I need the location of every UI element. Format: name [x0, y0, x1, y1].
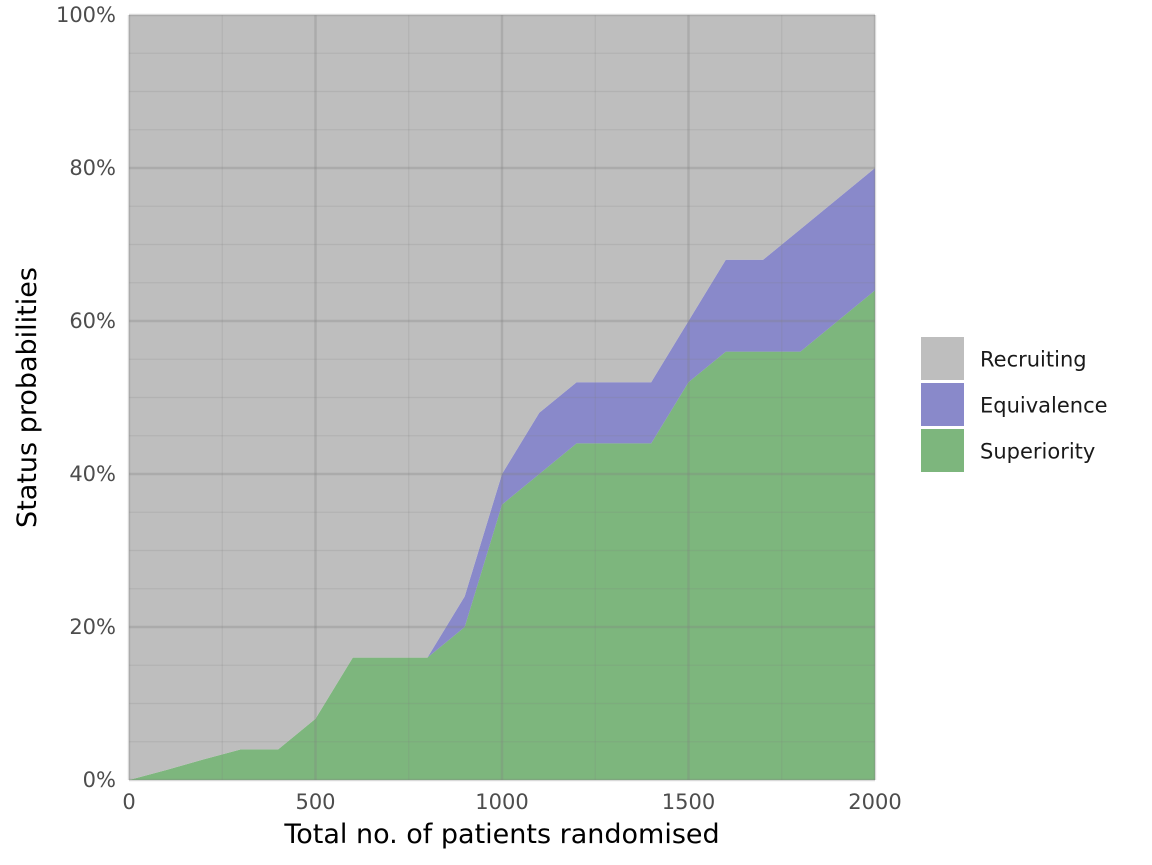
legend-label-superiority: Superiority: [980, 440, 1095, 464]
legend-label-equivalence: Equivalence: [980, 394, 1108, 418]
y-tick-label: 60%: [69, 309, 116, 333]
x-axis-ticks: 0 500 1000 1500 2000: [122, 790, 901, 814]
y-tick-label: 100%: [56, 3, 116, 27]
y-tick-label: 0%: [83, 768, 116, 792]
y-axis-ticks: 0% 20% 40% 60% 80% 100%: [56, 3, 116, 792]
area-layers: [129, 15, 875, 780]
legend-label-recruiting: Recruiting: [980, 348, 1087, 372]
x-tick-label: 2000: [848, 790, 901, 814]
x-tick-label: 1500: [662, 790, 715, 814]
legend: Recruiting Equivalence Superiority: [921, 337, 1108, 472]
y-tick-label: 80%: [69, 156, 116, 180]
y-axis-title: Status probabilities: [12, 267, 43, 528]
x-tick-label: 500: [295, 790, 335, 814]
y-tick-label: 40%: [69, 462, 116, 486]
area-superiority: [129, 290, 875, 780]
y-tick-label: 20%: [69, 615, 116, 639]
legend-swatch-superiority: [921, 429, 964, 472]
legend-swatch-recruiting: [921, 337, 964, 380]
legend-swatch-equivalence: [921, 383, 964, 426]
gridlines: [127, 13, 877, 782]
area-recruiting: [129, 15, 875, 780]
x-tick-label: 1000: [475, 790, 528, 814]
x-axis-title: Total no. of patients randomised: [283, 819, 719, 850]
x-tick-label: 0: [122, 790, 135, 814]
